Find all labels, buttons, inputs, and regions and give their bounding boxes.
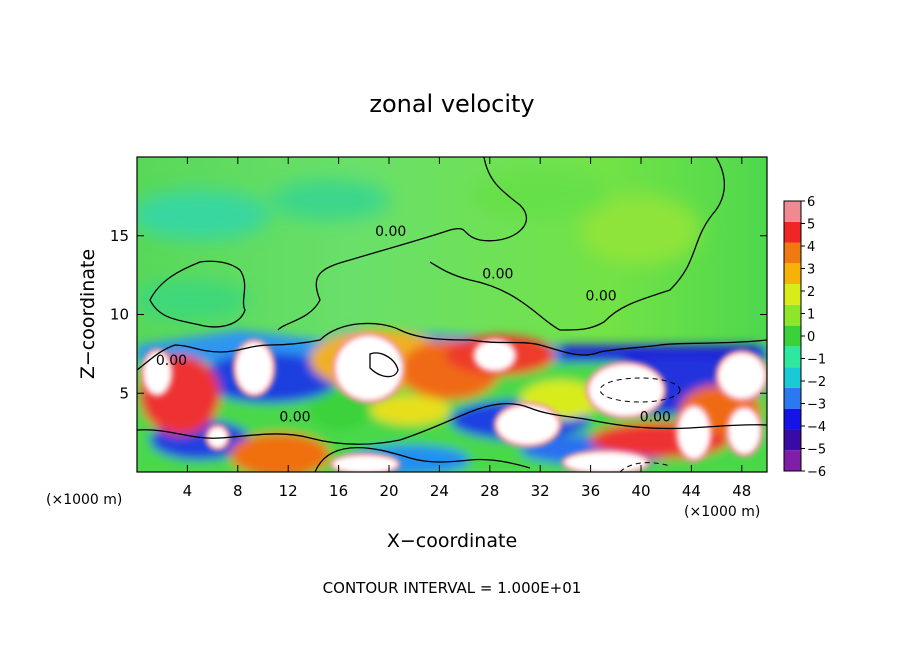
contour-interval-note: CONTOUR INTERVAL = 1.000E+01 xyxy=(323,579,582,597)
saturated-region xyxy=(336,336,402,400)
saturated-region xyxy=(589,364,663,416)
x-tick-label: 28 xyxy=(480,482,499,500)
colorbar-swatch xyxy=(784,387,801,409)
x-axis-title: X−coordinate xyxy=(387,530,517,552)
colorbar-tick-label: −6 xyxy=(807,465,826,480)
saturated-region xyxy=(333,456,397,472)
colorbar-swatch xyxy=(784,201,801,222)
colorbar-tick-label: 3 xyxy=(807,263,815,278)
y-axis-title: Z−coordinate xyxy=(77,249,99,379)
saturated-region xyxy=(144,352,170,394)
x-tick-label: 8 xyxy=(233,482,243,500)
saturated-region xyxy=(475,341,514,370)
x-tick-label: 20 xyxy=(379,482,398,500)
colorbar-tick-label: 2 xyxy=(807,285,815,300)
x-tick-label: 36 xyxy=(581,482,600,500)
saturated-region xyxy=(678,407,710,458)
contour-lines xyxy=(137,157,767,472)
x-tick-label: 48 xyxy=(732,482,751,500)
colorbar-tick-label: −3 xyxy=(807,398,826,413)
contour-label: 0.00 xyxy=(156,353,187,369)
contour-label: 0.00 xyxy=(482,266,513,282)
colorbar-swatch xyxy=(784,304,801,326)
y-tick-label: 10 xyxy=(110,306,129,324)
colorbar-swatch xyxy=(784,408,801,430)
saturated-region xyxy=(497,405,558,444)
x-tick-label: 44 xyxy=(682,482,701,500)
colorbar-swatch xyxy=(784,325,801,347)
x-tick-label: 40 xyxy=(631,482,650,500)
colorbar-tick-label: −1 xyxy=(807,353,826,368)
colorbar-tick-label: 1 xyxy=(807,308,815,323)
contour-label: 0.00 xyxy=(375,224,406,240)
colorbar-swatch xyxy=(784,429,801,451)
x-axis-ticks: 4 8 12 16 20 24 28 32 36 40 44 48 xyxy=(183,157,751,500)
saturated-region xyxy=(729,409,760,454)
y-tick-label: 15 xyxy=(110,227,129,245)
colorbar-tick-label: −2 xyxy=(807,375,826,390)
y-axis-ticks: 5 10 15 xyxy=(110,227,767,402)
x-tick-label: 16 xyxy=(329,482,348,500)
colorbar-swatch xyxy=(784,450,801,471)
colorbar-swatch xyxy=(784,221,801,243)
contour-label: 0.00 xyxy=(279,410,310,426)
x-tick-label: 4 xyxy=(183,482,193,500)
x-axis-scale-note: (×1000 m) xyxy=(684,504,760,520)
saturated-region xyxy=(208,427,227,447)
saturated-region xyxy=(719,353,765,398)
colorbar-tick-label: −5 xyxy=(807,443,826,458)
y-axis-scale-note: (×1000 m) xyxy=(46,492,122,508)
colorbar-tick-label: 6 xyxy=(807,195,815,210)
colorbar-swatch xyxy=(784,367,801,388)
colorbar-swatch xyxy=(784,346,801,368)
contour-labels: 0.00 0.00 0.00 0.00 0.00 0.00 xyxy=(156,224,671,426)
saturated-region xyxy=(236,342,272,394)
x-tick-label: 12 xyxy=(279,482,298,500)
colorbar-tick-label: 0 xyxy=(807,330,815,345)
saturated-region xyxy=(565,453,647,472)
colorbar-tick-label: 5 xyxy=(807,218,815,233)
heatmap-field xyxy=(137,157,767,472)
x-tick-label: 24 xyxy=(430,482,449,500)
colorbar-tick-label: −4 xyxy=(807,420,826,435)
negative-contour-lines xyxy=(599,377,681,472)
colorbar-tick-label: 4 xyxy=(807,240,815,255)
y-tick-label: 5 xyxy=(119,384,129,402)
colorbar-swatch xyxy=(784,284,801,305)
contour-label: 0.00 xyxy=(640,410,671,426)
contour-label: 0.00 xyxy=(586,288,617,304)
x-tick-label: 32 xyxy=(531,482,550,500)
colorbar: 6 5 4 3 2 1 0 −1 −2 −3 −4 −5 −6 xyxy=(783,195,826,480)
colorbar-swatch xyxy=(784,242,801,264)
colorbar-swatch xyxy=(784,263,801,285)
chart-title: zonal velocity xyxy=(369,90,534,118)
